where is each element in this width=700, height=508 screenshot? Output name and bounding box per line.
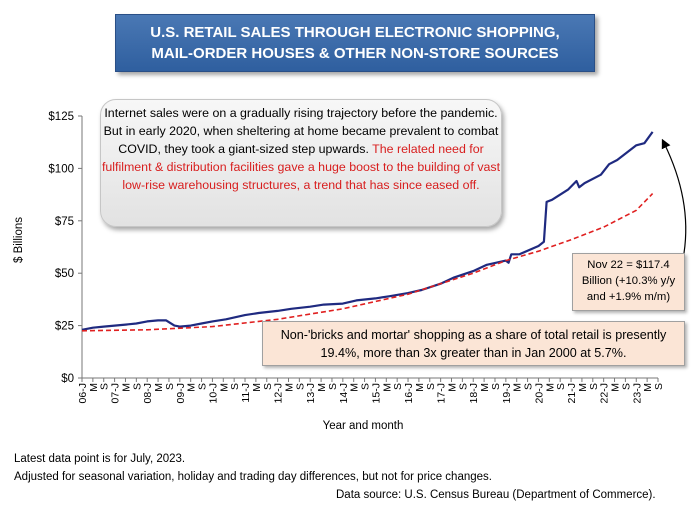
- x-tick-label: M: [610, 383, 622, 392]
- x-tick-label: S: [392, 383, 404, 390]
- footnote-source: Data source: U.S. Census Bureau (Departm…: [336, 489, 656, 501]
- y-tick-label: $25: [55, 321, 74, 333]
- share-annotation-box: Non-'bricks and mortar' shopping as a sh…: [262, 321, 685, 366]
- x-tick-label: S: [327, 383, 339, 390]
- x-tick-label: 23-J: [631, 383, 643, 403]
- x-tick-label: 10-J: [207, 383, 219, 403]
- sales-line: [81, 131, 654, 331]
- x-tick-label: M: [512, 383, 524, 392]
- trend-line: [81, 193, 654, 332]
- x-tick-label: 06-J: [77, 383, 89, 403]
- x-tick-label: 17-J: [436, 383, 448, 403]
- x-tick-label: S: [523, 383, 535, 390]
- y-axis-ticks: $0 $25 $50 $75 $100 $125: [48, 111, 82, 385]
- y-tick-label: $125: [48, 111, 74, 123]
- latest-point-arrow: [661, 138, 687, 254]
- x-tick-label: 18-J: [468, 383, 480, 403]
- x-tick-label: M: [447, 383, 459, 392]
- warehousing-annotation-text: The related need for fulfilment & distri…: [101, 142, 501, 192]
- footnote-adjustment: Adjusted for seasonal variation, holiday…: [14, 471, 492, 483]
- share-annotation-text: Non-'bricks and mortar' shopping as a sh…: [280, 328, 667, 360]
- x-tick-label: 11-J: [240, 383, 252, 403]
- y-tick-label: $75: [55, 216, 74, 228]
- x-tick-label: S: [164, 383, 176, 390]
- x-tick-label: M: [251, 383, 263, 392]
- x-tick-label: M: [577, 383, 589, 392]
- footnote-latest: Latest data point is for July, 2023.: [14, 453, 186, 465]
- x-tick-label: 21-J: [566, 383, 578, 403]
- x-tick-label: 07-J: [110, 383, 122, 403]
- x-tick-label: 14-J: [338, 383, 350, 403]
- chart-title-line-1: U.S. RETAIL SALES THROUGH ELECTRONIC SHO…: [150, 24, 560, 41]
- x-tick-label: S: [262, 383, 274, 390]
- chart-title-line-2: MAIL-ORDER HOUSES & OTHER NON-STORE SOUR…: [151, 45, 559, 62]
- x-tick-label: S: [99, 383, 111, 390]
- covid-annotation-box: Internet sales were on a gradually risin…: [100, 99, 502, 227]
- x-tick-label: M: [153, 383, 165, 392]
- x-tick-label: M: [381, 383, 393, 392]
- x-tick-label: 19-J: [501, 383, 513, 403]
- chart-title-box: U.S. RETAIL SALES THROUGH ELECTRONIC SHO…: [115, 14, 595, 72]
- x-tick-label: M: [544, 383, 556, 392]
- x-tick-label: 15-J: [370, 383, 382, 403]
- x-tick-label: S: [588, 383, 600, 390]
- data-lines: [81, 131, 654, 332]
- x-tick-label: S: [653, 383, 665, 390]
- covid-annotation-text: Internet sales were on a gradually risin…: [103, 106, 499, 156]
- x-tick-label: M: [349, 383, 361, 392]
- latest-value-line-2: Billion (+10.3% y/y: [581, 275, 676, 287]
- x-tick-label: 13-J: [305, 383, 317, 403]
- x-tick-label: 22-J: [599, 383, 611, 403]
- x-tick-label: M: [88, 383, 100, 392]
- x-tick-label: S: [490, 383, 502, 390]
- x-tick-label: 20-J: [533, 383, 545, 403]
- x-tick-label: S: [197, 383, 209, 390]
- chart-axes: [81, 116, 658, 379]
- x-tick-label: M: [316, 383, 328, 392]
- x-tick-label: M: [186, 383, 198, 392]
- latest-value-callout: Nov 22 = $117.4 Billion (+10.3% y/y and …: [572, 253, 685, 311]
- y-tick-label: $100: [48, 163, 74, 175]
- y-tick-label: $0: [61, 373, 74, 385]
- x-tick-label: M: [218, 383, 230, 392]
- x-tick-label: 09-J: [175, 383, 187, 403]
- x-tick-label: S: [294, 383, 306, 390]
- x-tick-label: 08-J: [142, 383, 154, 403]
- x-tick-label: M: [642, 383, 654, 392]
- latest-value-line-1: Nov 22 = $117.4: [587, 259, 670, 271]
- x-tick-label: S: [555, 383, 567, 390]
- x-tick-label: S: [425, 383, 437, 390]
- y-tick-label: $50: [55, 268, 74, 280]
- x-tick-label: M: [120, 383, 132, 392]
- x-tick-label: 12-J: [273, 383, 285, 403]
- x-tick-label: S: [457, 383, 469, 390]
- x-axis-label: Year and month: [323, 420, 404, 432]
- y-axis-label: $ Billions: [13, 217, 25, 263]
- x-tick-label: 16-J: [403, 383, 415, 403]
- x-tick-label: S: [229, 383, 241, 390]
- x-tick-label: M: [283, 383, 295, 392]
- x-tick-label: S: [131, 383, 143, 390]
- x-tick-label: M: [479, 383, 491, 392]
- x-axis-ticks: 06-JMS07-JMS08-JMS09-JMS10-JMS11-JMS12-J…: [77, 378, 665, 403]
- x-tick-label: S: [360, 383, 372, 390]
- x-tick-label: S: [620, 383, 632, 390]
- x-tick-label: M: [414, 383, 426, 392]
- latest-value-line-3: and +1.9% m/m): [586, 291, 671, 303]
